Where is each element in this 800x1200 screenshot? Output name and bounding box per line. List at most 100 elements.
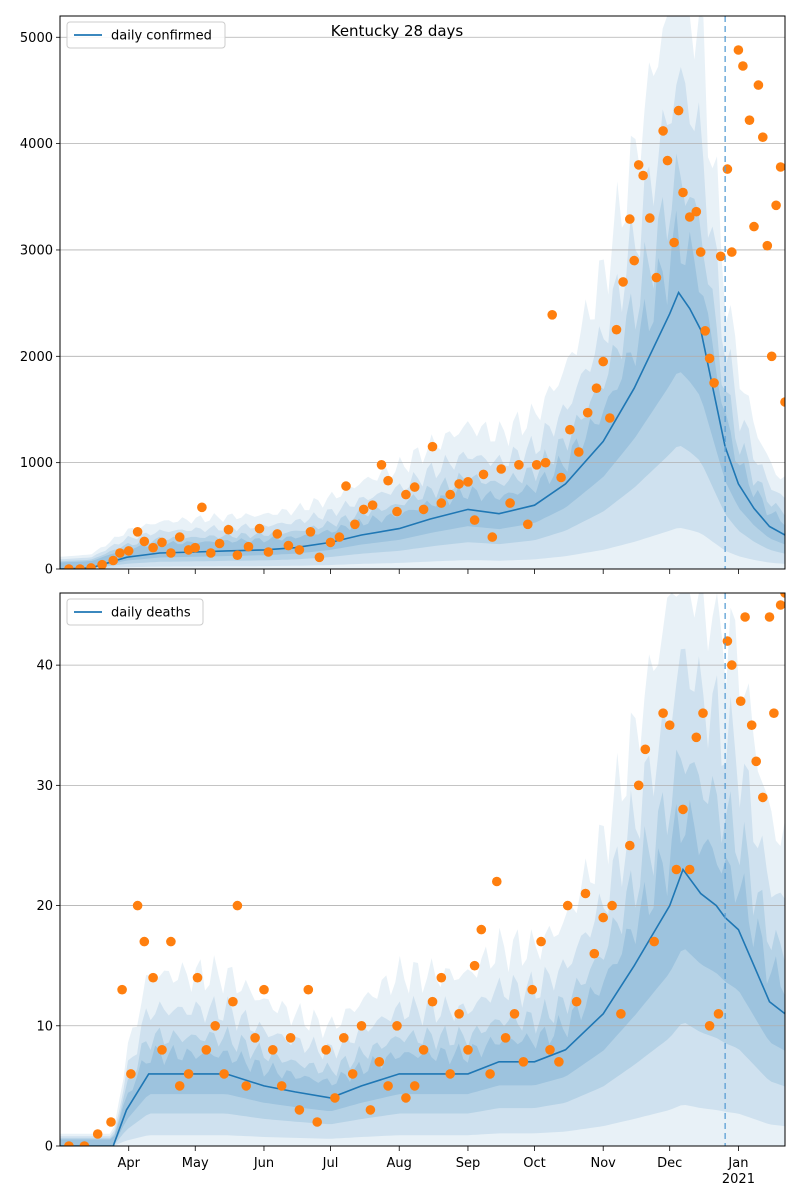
data-point <box>232 900 243 911</box>
data-point <box>638 170 648 181</box>
data-point <box>374 1057 385 1067</box>
data-point <box>347 1069 358 1079</box>
data-point <box>139 936 150 947</box>
data-point <box>401 1093 411 1103</box>
confidence-band <box>60 648 785 1146</box>
data-point <box>485 1069 495 1079</box>
data-point <box>669 237 679 248</box>
data-point <box>762 240 773 251</box>
data-point <box>223 524 234 535</box>
data-point <box>367 500 378 511</box>
data-point <box>775 600 785 610</box>
x-tick-label: Oct <box>523 1156 545 1171</box>
data-point <box>117 984 127 995</box>
confidence-band <box>60 67 785 569</box>
deaths-y-axis: 0 10 20 30 40 <box>36 659 60 1155</box>
data-point <box>427 441 438 452</box>
data-point <box>365 1105 376 1115</box>
y-tick-label: 40 <box>36 659 53 674</box>
confirmed-confidence-bands <box>60 16 785 569</box>
data-point <box>392 506 402 517</box>
confirmed-panel: 0 1000 2000 3000 4000 5000 daily confirmed <box>20 15 786 578</box>
data-point <box>684 212 695 222</box>
data-point <box>571 996 582 1007</box>
data-point <box>409 482 420 492</box>
data-point <box>598 356 608 367</box>
confirmed-y-axis: 0 1000 2000 3000 4000 5000 <box>20 31 60 578</box>
data-point <box>625 214 635 224</box>
data-point <box>684 864 695 875</box>
data-point <box>192 972 203 983</box>
data-point <box>174 532 185 542</box>
data-point <box>174 1081 185 1091</box>
deaths-confidence-bands <box>60 593 785 1146</box>
data-point <box>285 1033 296 1043</box>
data-point <box>753 80 764 90</box>
data-point <box>339 1033 349 1043</box>
deaths-panel: 0 10 20 30 40 Apr May Jun Jul Aug Sep Oct Nov Dec Jan… <box>36 592 786 1187</box>
data-point <box>633 780 644 791</box>
confirmed-x-ticks <box>128 569 739 574</box>
data-point <box>678 187 688 198</box>
data-point <box>463 1045 473 1055</box>
data-point <box>214 538 225 549</box>
data-point <box>671 864 682 875</box>
data-point <box>640 744 651 755</box>
data-point <box>749 221 759 232</box>
data-point <box>454 1009 464 1019</box>
data-point <box>664 720 675 730</box>
data-point <box>556 472 566 483</box>
data-point <box>509 1009 520 1019</box>
data-point <box>698 708 708 718</box>
x-tick-label: Jul <box>322 1156 339 1171</box>
data-point <box>330 1093 340 1103</box>
data-point <box>565 424 575 435</box>
data-point <box>505 498 515 508</box>
data-point <box>633 160 644 170</box>
data-point <box>79 1141 90 1146</box>
data-point <box>562 900 573 911</box>
data-point <box>232 550 243 560</box>
series-line-daily-deaths <box>60 867 785 1146</box>
y-tick-label: 3000 <box>20 243 53 258</box>
data-point <box>746 720 757 730</box>
data-point <box>589 948 600 959</box>
x-tick-label: Sep <box>456 1156 481 1171</box>
data-point <box>108 555 118 566</box>
data-point <box>86 563 96 569</box>
data-point <box>263 547 274 557</box>
data-point <box>64 1141 74 1146</box>
data-point <box>487 532 498 542</box>
legend-box <box>66 598 204 626</box>
confidence-band <box>60 153 785 569</box>
data-point <box>735 696 746 706</box>
data-point <box>536 936 546 947</box>
legend-label: daily deaths <box>111 606 191 621</box>
data-point <box>436 498 447 508</box>
data-point <box>476 924 487 935</box>
data-point <box>303 984 314 995</box>
data-point <box>254 523 265 534</box>
x-tick-label: Nov <box>591 1156 617 1171</box>
data-point <box>92 1129 103 1139</box>
data-point <box>139 536 150 547</box>
data-point <box>758 792 768 803</box>
data-point <box>436 972 447 983</box>
data-point <box>514 460 524 470</box>
figure-title: Kentucky 28 days <box>331 22 464 40</box>
y-tick-label: 1000 <box>20 456 53 471</box>
data-point <box>695 247 706 257</box>
data-point <box>658 126 668 136</box>
data-point <box>383 1081 393 1091</box>
data-point <box>722 164 733 174</box>
data-point <box>691 206 702 217</box>
data-point <box>183 1069 194 1079</box>
x-tick-label: Dec <box>657 1156 682 1171</box>
data-point <box>780 593 785 598</box>
data-point <box>241 1081 251 1091</box>
deaths-axes-frame <box>59 592 786 1147</box>
data-point <box>206 548 216 558</box>
confirmed-legend: daily confirmed <box>66 21 226 49</box>
data-point <box>751 756 761 767</box>
